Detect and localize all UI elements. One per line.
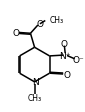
Text: O: O (12, 29, 19, 38)
Text: CH₃: CH₃ (28, 94, 42, 102)
Text: O: O (37, 20, 44, 29)
Text: O: O (63, 70, 70, 79)
Text: CH₃: CH₃ (50, 16, 64, 25)
Text: N⁺: N⁺ (59, 51, 71, 60)
Text: N: N (32, 78, 39, 87)
Text: O⁻: O⁻ (73, 55, 85, 64)
Text: O: O (61, 39, 68, 48)
